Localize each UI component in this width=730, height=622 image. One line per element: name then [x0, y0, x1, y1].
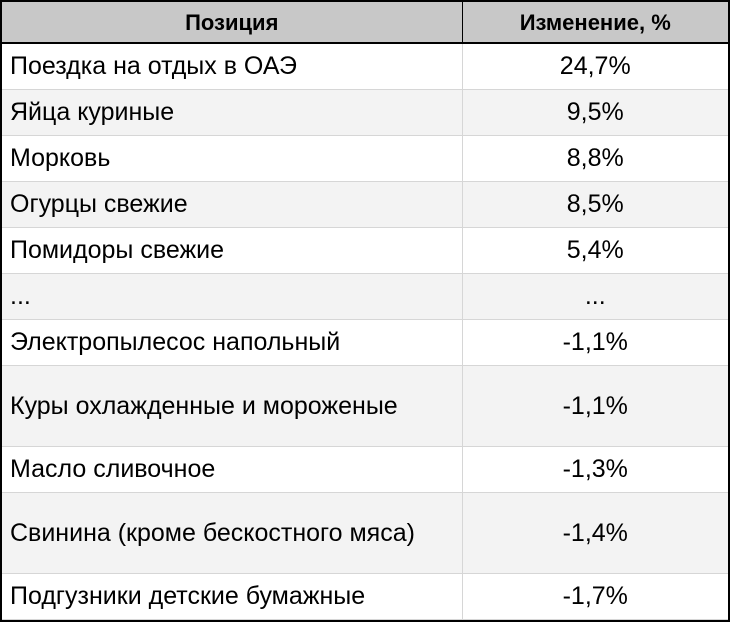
header-change: Изменение, % [462, 2, 728, 44]
row-change: 9,5% [462, 89, 728, 136]
row-item: Огурцы свежие [2, 181, 463, 228]
row-item: Масло сливочное [2, 446, 463, 493]
table-row: Поездка на отдых в ОАЭ 24,7% [2, 43, 728, 90]
table-header-row: Позиция Изменение, % [2, 2, 728, 44]
table-row: Электропылесос напольный -1,1% [2, 319, 728, 366]
table-row: Огурцы свежие 8,5% [2, 181, 728, 228]
row-change: 8,5% [462, 181, 728, 228]
row-change: -1,3% [462, 446, 728, 493]
row-item: Подгузники детские бумажные [2, 573, 463, 620]
row-change: 24,7% [462, 43, 728, 90]
table-row: Помидоры свежие 5,4% [2, 227, 728, 274]
table-row: Куры охлажденные и мороженые -1,1% [2, 365, 728, 447]
table-row: Масло сливочное -1,3% [2, 446, 728, 493]
row-change: ... [462, 273, 728, 320]
table-row: ... ... [2, 273, 728, 320]
row-change: 8,8% [462, 135, 728, 182]
table-row: Свинина (кроме бескостного мяса) -1,4% [2, 492, 728, 574]
row-change: -1,1% [462, 365, 728, 447]
row-item: Куры охлажденные и мороженые [2, 365, 463, 447]
row-item: Электропылесос напольный [2, 319, 463, 366]
row-change: -1,4% [462, 492, 728, 574]
table-row: Подгузники детские бумажные -1,7% [2, 573, 728, 620]
row-item: Помидоры свежие [2, 227, 463, 274]
table-row: Морковь 8,8% [2, 135, 728, 182]
row-item: Свинина (кроме бескостного мяса) [2, 492, 463, 574]
row-change: -1,7% [462, 573, 728, 620]
row-change: 5,4% [462, 227, 728, 274]
row-change: -1,1% [462, 319, 728, 366]
table-row: Яйца куриные 9,5% [2, 89, 728, 136]
header-position: Позиция [2, 2, 463, 44]
row-item: Морковь [2, 135, 463, 182]
row-item: Поездка на отдых в ОАЭ [2, 43, 463, 90]
row-item: ... [2, 273, 463, 320]
row-item: Яйца куриные [2, 89, 463, 136]
